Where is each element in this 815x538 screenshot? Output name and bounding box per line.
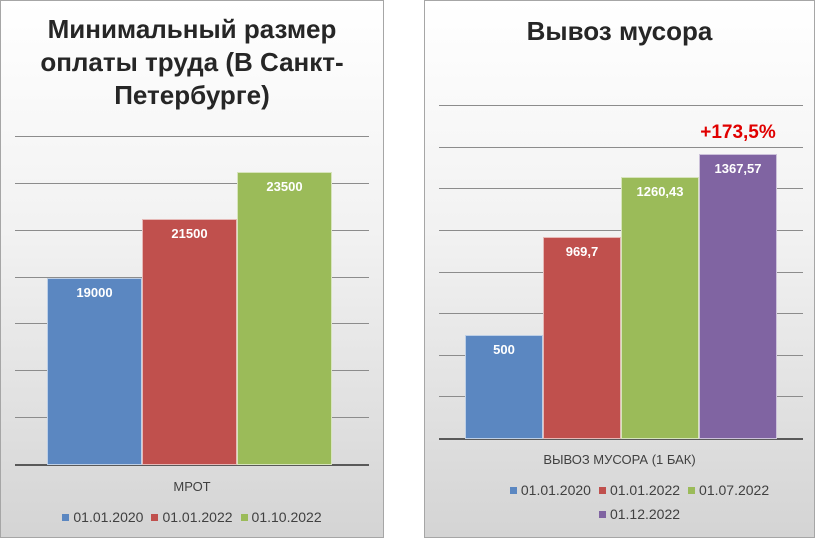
legend-item: 01.07.2022 xyxy=(688,478,769,502)
chart-panel-garbage: Вывоз мусора 500 969,7 1260,43 1367,57 +173,… xyxy=(424,0,815,538)
legend-swatch xyxy=(151,513,159,521)
legend-item: 01.12.2022 xyxy=(598,502,681,526)
data-label: 1367,57 xyxy=(714,161,762,177)
legend-item: 01.10.2022 xyxy=(240,505,322,529)
chart-title-garbage: Вывоз мусора xyxy=(425,15,814,48)
legend-item: 01.01.2020 xyxy=(62,505,143,529)
bar-01.01.2020: 500 xyxy=(465,334,543,439)
legend-swatch xyxy=(598,486,606,494)
legend-item: 01.01.2022 xyxy=(151,505,233,529)
chart-title-mrot: Минимальный размер оплаты труда (В Санкт… xyxy=(1,13,383,112)
gridline xyxy=(439,146,803,148)
legend-label: 01.01.2022 xyxy=(609,482,681,498)
data-label: 21500 xyxy=(171,226,208,241)
x-axis-line xyxy=(15,464,369,466)
legend-label: 01.12.2022 xyxy=(609,506,681,522)
chart-title-line: Минимальный размер xyxy=(47,14,337,44)
data-label: 1260,43 xyxy=(636,183,684,199)
category-label-garbage: ВЫВОЗ МУСОРА (1 БАК) xyxy=(543,452,696,467)
category-label-mrot: МРОТ xyxy=(173,479,211,494)
data-label: 23500 xyxy=(266,179,303,195)
plot-area-mrot: 19000 21500 23500 xyxy=(15,136,369,466)
chart-title-line: оплаты труда (В Санкт- xyxy=(40,47,344,77)
legend-swatch xyxy=(240,513,248,521)
bar-01.10.2022: 23500 xyxy=(237,172,332,465)
data-label: 969,7 xyxy=(565,244,599,260)
plot-area-garbage: 500 969,7 1260,43 1367,57 +173,5% xyxy=(439,105,803,440)
growth-annotation: +173,5% xyxy=(700,122,776,144)
legend-item: 01.01.2020 xyxy=(509,478,591,502)
data-label: 500 xyxy=(493,341,515,357)
legend-label: 01.01.2022 xyxy=(162,509,233,525)
bar-01.01.2022: 21500 xyxy=(142,219,237,465)
legend-swatch xyxy=(509,486,517,494)
bar-01.12.2022: 1367,57 xyxy=(699,154,777,439)
legend-label: 01.01.2020 xyxy=(73,509,144,525)
chart-title-line: Петербурге) xyxy=(114,80,270,110)
bar-01.07.2022: 1260,43 xyxy=(621,176,699,439)
legend-label: 01.10.2022 xyxy=(251,509,322,525)
chart-panel-mrot: Минимальный размер оплаты труда (В Санкт… xyxy=(0,0,384,538)
legend-swatch xyxy=(62,513,70,521)
chart-title-line: Вывоз мусора xyxy=(526,16,713,46)
legend-swatch xyxy=(598,510,606,518)
gridline xyxy=(15,182,369,184)
legend-swatch xyxy=(688,486,696,494)
legend-mrot: 01.01.2020 01.01.2022 01.10.2022 xyxy=(11,505,373,529)
x-axis-line xyxy=(439,438,803,440)
legend-label: 01.07.2022 xyxy=(699,482,770,498)
bar-01.01.2022: 969,7 xyxy=(543,237,621,439)
gridline xyxy=(15,136,369,137)
legend-item: 01.01.2022 xyxy=(598,478,681,502)
bar-01.01.2020: 19000 xyxy=(47,277,142,465)
gridline xyxy=(439,105,803,106)
legend-label: 01.01.2020 xyxy=(520,482,591,498)
data-label: 19000 xyxy=(76,284,113,300)
legend-garbage: 01.01.2020 01.01.2022 01.07.2022 01.12.2022 xyxy=(505,478,774,526)
